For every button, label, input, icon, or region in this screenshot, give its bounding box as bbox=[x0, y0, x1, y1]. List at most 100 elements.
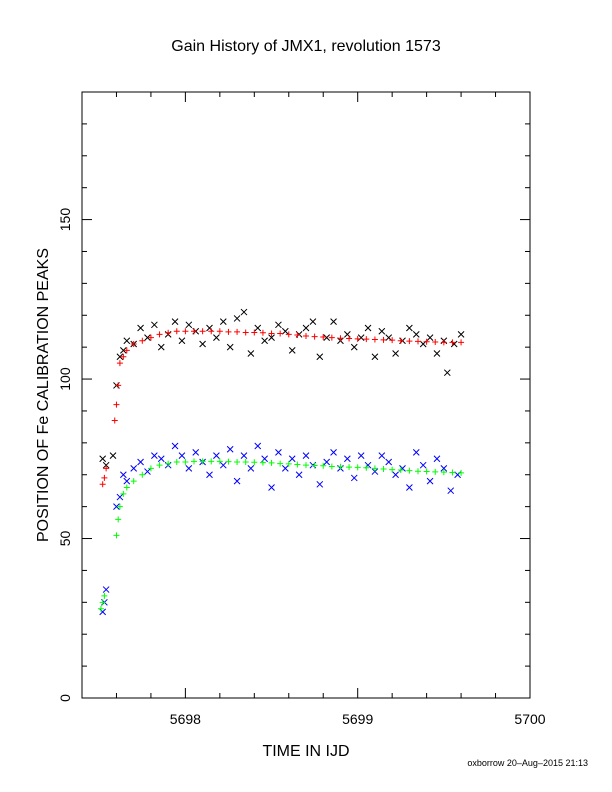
data-point bbox=[277, 330, 284, 337]
data-point bbox=[130, 340, 137, 347]
data-point bbox=[178, 337, 186, 345]
data-point bbox=[371, 468, 379, 475]
footer-credit: oxborrow 20–Aug–2015 21:13 bbox=[467, 758, 588, 768]
y-tick-label: 100 bbox=[57, 367, 73, 391]
data-point bbox=[389, 466, 396, 473]
x-tick-label: 5700 bbox=[514, 711, 545, 727]
data-point bbox=[242, 329, 249, 336]
data-point bbox=[156, 331, 163, 338]
data-point bbox=[151, 321, 158, 329]
data-point bbox=[115, 516, 122, 523]
data-point bbox=[254, 324, 262, 332]
data-point bbox=[303, 462, 309, 469]
data-point bbox=[178, 452, 186, 459]
data-point bbox=[225, 458, 232, 465]
data-point bbox=[109, 452, 117, 459]
data-point bbox=[191, 328, 197, 335]
data-point bbox=[346, 464, 353, 471]
data-point bbox=[259, 459, 266, 466]
data-point bbox=[165, 329, 172, 336]
data-point bbox=[113, 503, 120, 510]
data-point bbox=[357, 452, 365, 459]
data-point bbox=[328, 334, 335, 341]
data-point bbox=[458, 469, 465, 476]
data-point bbox=[412, 331, 420, 338]
data-point bbox=[116, 503, 123, 510]
data-point bbox=[309, 318, 317, 325]
data-point bbox=[363, 336, 370, 343]
data-point bbox=[115, 382, 122, 389]
data-point bbox=[294, 332, 301, 339]
data-point bbox=[389, 337, 396, 344]
data-point bbox=[423, 338, 430, 345]
data-point bbox=[199, 340, 206, 348]
y-tick-label: 50 bbox=[57, 531, 73, 547]
data-point bbox=[226, 445, 234, 453]
data-point bbox=[173, 328, 180, 335]
data-point bbox=[208, 458, 215, 465]
data-point bbox=[268, 484, 275, 491]
data-point bbox=[147, 334, 154, 341]
data-point bbox=[275, 449, 282, 456]
data-point bbox=[216, 328, 223, 335]
data-point bbox=[120, 471, 127, 479]
data-point bbox=[116, 493, 124, 501]
data-point bbox=[97, 605, 104, 612]
data-point bbox=[123, 484, 130, 491]
data-point bbox=[268, 334, 275, 341]
data-point bbox=[157, 343, 165, 351]
data-point bbox=[206, 471, 213, 479]
data-point bbox=[397, 337, 404, 344]
data-point bbox=[199, 328, 206, 335]
data-point bbox=[261, 337, 268, 345]
data-point bbox=[328, 463, 335, 470]
data-point bbox=[302, 452, 310, 459]
data-point bbox=[171, 442, 179, 450]
data-point bbox=[447, 487, 455, 495]
data-point bbox=[415, 338, 421, 345]
data-point bbox=[233, 477, 241, 485]
data-point bbox=[433, 350, 441, 357]
data-point bbox=[226, 343, 234, 351]
data-point bbox=[440, 339, 447, 346]
data-point bbox=[165, 460, 172, 467]
data-point bbox=[354, 335, 361, 342]
data-point bbox=[385, 334, 393, 341]
data-point bbox=[113, 401, 120, 408]
data-point bbox=[440, 465, 448, 472]
data-point bbox=[251, 459, 258, 466]
data-point bbox=[344, 455, 351, 463]
data-point bbox=[288, 455, 296, 463]
data-point bbox=[120, 490, 127, 497]
data-point bbox=[123, 347, 130, 354]
x-axis-label: TIME IN IJD bbox=[262, 743, 349, 760]
data-point bbox=[385, 458, 393, 466]
data-point bbox=[102, 586, 110, 593]
data-point bbox=[251, 329, 258, 336]
data-point bbox=[392, 471, 399, 479]
data-point bbox=[111, 417, 118, 424]
data-point bbox=[101, 474, 108, 481]
data-point bbox=[268, 459, 275, 466]
data-point bbox=[102, 461, 110, 469]
data-point bbox=[240, 308, 248, 316]
data-point bbox=[346, 335, 353, 342]
data-point bbox=[101, 592, 108, 599]
data-point bbox=[234, 328, 241, 335]
data-point bbox=[139, 471, 146, 478]
data-point bbox=[288, 346, 296, 354]
data-point bbox=[378, 452, 386, 459]
data-point bbox=[113, 532, 120, 539]
data-point bbox=[357, 334, 365, 341]
data-point bbox=[268, 330, 275, 337]
data-point bbox=[426, 334, 434, 341]
data-point bbox=[247, 465, 255, 472]
data-point bbox=[432, 339, 439, 346]
data-point bbox=[419, 461, 427, 469]
data-point bbox=[371, 353, 379, 361]
data-point bbox=[320, 333, 327, 340]
data-point bbox=[234, 458, 241, 465]
axis-ticks bbox=[81, 91, 531, 699]
data-point bbox=[103, 465, 110, 472]
